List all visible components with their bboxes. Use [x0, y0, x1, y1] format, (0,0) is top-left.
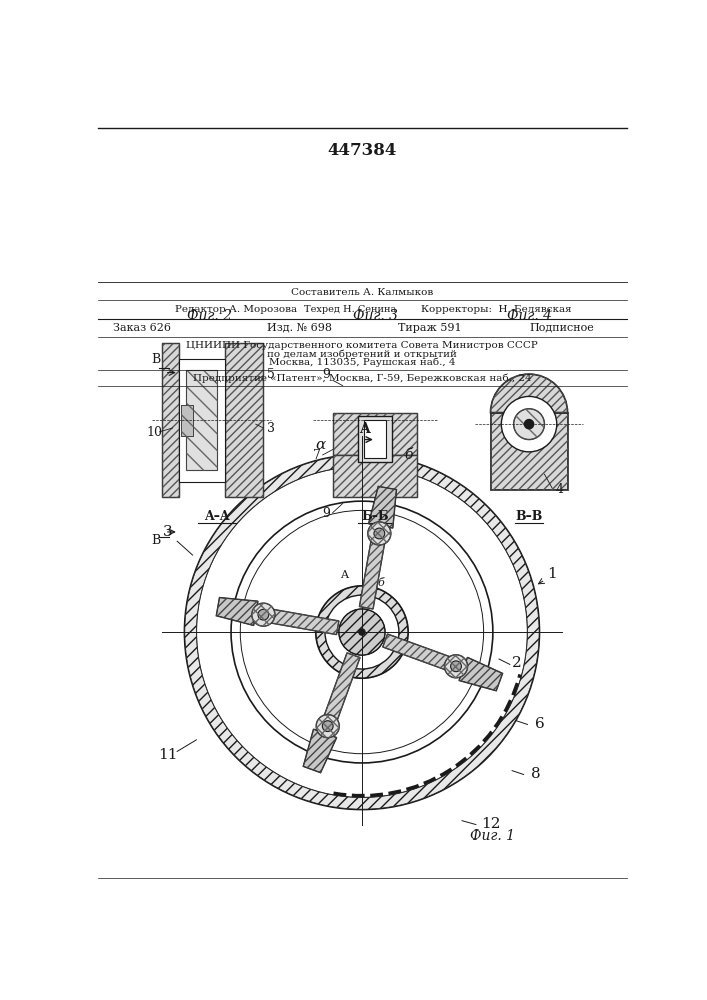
Circle shape: [258, 609, 269, 620]
Bar: [491, 413, 568, 490]
Text: 10: 10: [146, 426, 163, 439]
Text: Фиг. 4: Фиг. 4: [506, 309, 551, 323]
Text: 6: 6: [535, 717, 545, 731]
Polygon shape: [368, 486, 397, 528]
Text: Редактор А. Морозова: Редактор А. Морозова: [175, 305, 297, 314]
Polygon shape: [216, 598, 258, 625]
Text: по делам изобретений и открытий: по делам изобретений и открытий: [267, 349, 457, 359]
Bar: [181, 405, 192, 436]
Circle shape: [316, 586, 408, 678]
Bar: [187, 370, 217, 470]
Text: Составитель А. Калмыков: Составитель А. Калмыков: [291, 288, 433, 297]
Text: б: б: [378, 578, 384, 588]
Text: A: A: [359, 422, 370, 436]
Bar: [333, 455, 417, 497]
Circle shape: [316, 715, 339, 738]
Text: ЦНИИПИ Государственного комитета Совета Министров СССР: ЦНИИПИ Государственного комитета Совета …: [186, 341, 538, 350]
Wedge shape: [185, 455, 539, 809]
Text: Заказ 626: Заказ 626: [113, 323, 171, 333]
Text: Корректоры:  Н. Белявская: Корректоры: Н. Белявская: [421, 305, 572, 314]
Bar: [358, 416, 392, 462]
Circle shape: [359, 629, 365, 635]
Text: 11: 11: [158, 748, 177, 762]
Circle shape: [325, 595, 399, 669]
Text: Б–Б: Б–Б: [361, 510, 389, 523]
Text: 9: 9: [322, 507, 331, 520]
Bar: [333, 455, 417, 497]
Text: 3: 3: [163, 525, 173, 539]
Bar: [162, 343, 179, 497]
Text: A–A: A–A: [204, 510, 230, 523]
Bar: [225, 343, 264, 497]
Bar: [364, 420, 386, 458]
Text: 5: 5: [267, 368, 275, 381]
Text: B–B: B–B: [515, 510, 543, 523]
Circle shape: [445, 655, 467, 678]
Bar: [333, 413, 417, 455]
Bar: [162, 343, 179, 497]
Text: 3: 3: [267, 422, 275, 435]
Circle shape: [525, 420, 534, 429]
Text: Подписное: Подписное: [529, 323, 594, 333]
Circle shape: [450, 661, 462, 672]
Bar: [181, 405, 192, 436]
Text: B: B: [152, 353, 161, 366]
Text: Тираж 591: Тираж 591: [398, 323, 462, 333]
Text: Фиг. 2: Фиг. 2: [187, 309, 232, 323]
Circle shape: [322, 721, 333, 732]
Wedge shape: [491, 374, 568, 413]
Text: B: B: [152, 534, 161, 546]
Text: α: α: [316, 438, 326, 452]
Text: б: б: [404, 448, 413, 462]
Circle shape: [501, 396, 557, 452]
Polygon shape: [382, 634, 458, 673]
Text: A: A: [340, 570, 349, 580]
Text: Фиг. 3: Фиг. 3: [353, 309, 397, 323]
Polygon shape: [459, 657, 503, 691]
Text: 7: 7: [313, 449, 321, 462]
Circle shape: [368, 522, 391, 545]
Circle shape: [514, 409, 544, 440]
Polygon shape: [321, 653, 360, 728]
Text: 2: 2: [512, 656, 522, 670]
Circle shape: [374, 528, 385, 539]
Text: Фиг. 1: Фиг. 1: [469, 829, 515, 843]
Text: 4: 4: [556, 483, 564, 496]
Bar: [491, 413, 568, 490]
Polygon shape: [262, 608, 339, 635]
Text: 12: 12: [481, 817, 501, 831]
Circle shape: [339, 609, 385, 655]
Circle shape: [252, 603, 275, 626]
Text: 447384: 447384: [327, 142, 397, 159]
Text: Предприятие «Патент», Москва, Г-59, Бережковская наб., 24: Предприятие «Патент», Москва, Г-59, Бере…: [192, 374, 531, 383]
Text: 1: 1: [547, 567, 556, 581]
Bar: [187, 370, 217, 470]
Bar: [333, 413, 417, 455]
Text: Москва, 113035, Раушская наб., 4: Москва, 113035, Раушская наб., 4: [269, 358, 455, 367]
Text: Техред Н. Сенина: Техред Н. Сенина: [304, 305, 397, 314]
Text: 8: 8: [532, 767, 541, 781]
Text: Изд. № 698: Изд. № 698: [267, 323, 332, 333]
Bar: [179, 359, 225, 482]
Bar: [225, 343, 264, 497]
Text: 9: 9: [322, 368, 331, 381]
Polygon shape: [359, 532, 386, 609]
Polygon shape: [303, 729, 337, 773]
